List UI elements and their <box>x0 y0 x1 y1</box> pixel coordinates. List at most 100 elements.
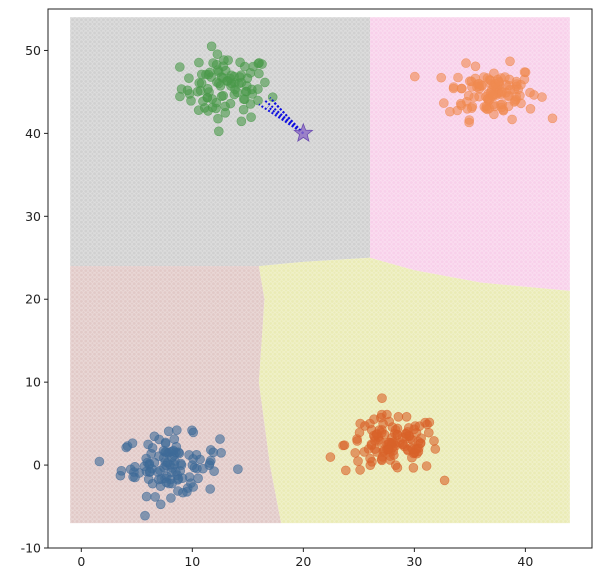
data-point <box>219 55 229 65</box>
neighbor-line <box>267 106 304 135</box>
data-point <box>429 436 439 446</box>
data-point <box>407 452 417 463</box>
data-point <box>350 448 361 458</box>
data-point <box>493 76 504 87</box>
data-point <box>141 453 151 464</box>
data-point <box>423 427 434 438</box>
data-point <box>352 434 362 444</box>
data-point <box>141 491 152 502</box>
data-point <box>184 73 194 83</box>
data-point <box>236 116 247 127</box>
data-point <box>369 414 379 425</box>
data-point <box>155 499 166 510</box>
data-point <box>254 68 264 79</box>
data-point <box>163 426 174 437</box>
data-point <box>392 462 403 473</box>
data-point <box>439 475 450 486</box>
x-tick-label: 10 <box>184 554 200 569</box>
data-point <box>507 114 517 125</box>
data-point <box>260 77 270 88</box>
data-point <box>154 451 164 462</box>
data-point <box>365 460 376 471</box>
data-point <box>482 104 493 115</box>
data-point <box>208 447 219 458</box>
data-point <box>464 117 474 128</box>
series-3 <box>325 393 450 486</box>
data-point <box>240 61 250 72</box>
y-tick-label: 10 <box>25 375 41 390</box>
data-point <box>525 87 535 98</box>
data-point <box>233 464 243 475</box>
data-point <box>377 393 387 404</box>
data-point <box>238 104 249 115</box>
data-point <box>340 465 351 476</box>
data-point <box>416 433 426 444</box>
data-point <box>116 465 127 476</box>
data-point <box>377 455 387 466</box>
data-point <box>176 460 187 470</box>
data-point <box>470 61 481 72</box>
y-tick-label: -10 <box>21 541 41 556</box>
data-point <box>150 492 160 502</box>
data-point <box>525 104 536 114</box>
data-point <box>537 92 547 102</box>
data-point <box>457 83 467 94</box>
data-point <box>213 113 223 124</box>
data-point <box>430 444 441 454</box>
data-point <box>519 67 530 77</box>
x-tick-label: 20 <box>295 554 311 569</box>
data-point <box>355 418 366 429</box>
neighbor-lines <box>258 97 305 135</box>
data-point <box>461 58 471 68</box>
data-point <box>487 89 498 100</box>
data-point <box>436 72 447 83</box>
data-point <box>363 444 374 454</box>
data-point <box>194 57 204 68</box>
x-tick-label: 30 <box>406 554 422 569</box>
query-star <box>293 122 314 143</box>
data-point <box>247 89 258 99</box>
data-point <box>161 477 172 488</box>
data-point <box>245 99 256 109</box>
data-point <box>376 409 387 420</box>
x-tick-label: 0 <box>77 554 85 569</box>
data-point <box>463 90 474 101</box>
data-point <box>338 440 348 451</box>
data-point <box>474 78 484 89</box>
data-point <box>188 482 198 492</box>
data-point <box>211 103 221 114</box>
data-point <box>355 465 365 475</box>
data-point <box>421 461 432 471</box>
data-point <box>547 113 558 124</box>
data-point <box>401 411 412 422</box>
data-point <box>193 473 203 484</box>
data-point <box>208 58 218 68</box>
data-point <box>242 81 252 91</box>
data-point <box>212 49 223 60</box>
data-point <box>226 70 237 81</box>
data-point <box>143 439 153 450</box>
data-point <box>155 465 165 476</box>
data-point <box>254 58 264 68</box>
data-point <box>140 510 150 521</box>
data-point <box>172 425 182 436</box>
data-point <box>145 466 155 477</box>
data-point <box>94 456 105 467</box>
plot-frame <box>47 8 593 549</box>
data-point <box>187 460 198 471</box>
data-point <box>383 444 394 455</box>
y-tick-label: 30 <box>25 209 41 224</box>
data-point <box>393 411 404 422</box>
y-tick-label: 40 <box>25 126 41 141</box>
data-point <box>175 62 185 72</box>
data-point <box>438 98 449 108</box>
series-2 <box>94 425 243 521</box>
data-point <box>199 103 210 113</box>
data-point <box>215 434 225 444</box>
data-point <box>505 56 515 67</box>
data-point <box>408 462 419 473</box>
data-point <box>166 493 176 503</box>
data-point <box>353 456 363 467</box>
data-point <box>125 464 136 475</box>
data-point <box>205 484 215 494</box>
